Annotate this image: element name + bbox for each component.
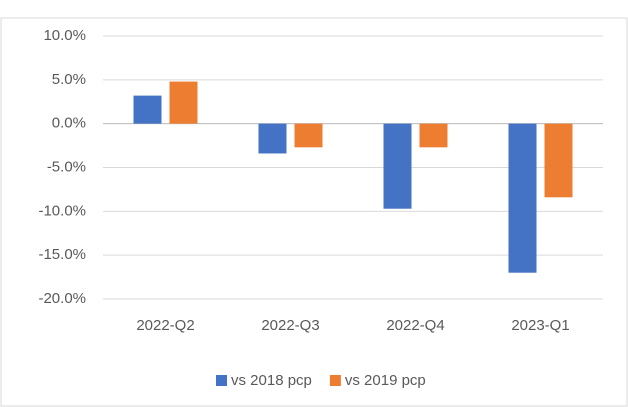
x-tick-label: 2023-Q1: [511, 317, 569, 334]
bar: [294, 123, 323, 148]
legend-label: vs 2019 pcp: [345, 372, 426, 389]
x-tick-label: 2022-Q4: [386, 317, 444, 334]
legend-swatch: [329, 375, 341, 386]
chart-frame: [0, 17, 628, 407]
bar: [544, 123, 573, 198]
bar: [169, 81, 198, 124]
bar: [133, 95, 162, 124]
x-tick-label: 2022-Q3: [261, 317, 319, 334]
y-tick-label: -20.0%: [38, 290, 86, 307]
bar: [419, 123, 448, 148]
y-tick-label: -10.0%: [38, 202, 86, 219]
x-tick-label: 2022-Q2: [136, 317, 194, 334]
y-tick-label: -15.0%: [38, 246, 86, 263]
y-tick-label: 0.0%: [52, 115, 86, 132]
y-tick-label: -5.0%: [47, 158, 86, 175]
bar: [508, 123, 537, 273]
bar: [383, 123, 412, 209]
bar: [258, 123, 287, 154]
y-tick-label: 5.0%: [52, 71, 86, 88]
legend-label: vs 2018 pcp: [231, 372, 312, 389]
legend-swatch: [216, 375, 227, 386]
y-tick-label: 10.0%: [43, 27, 86, 44]
